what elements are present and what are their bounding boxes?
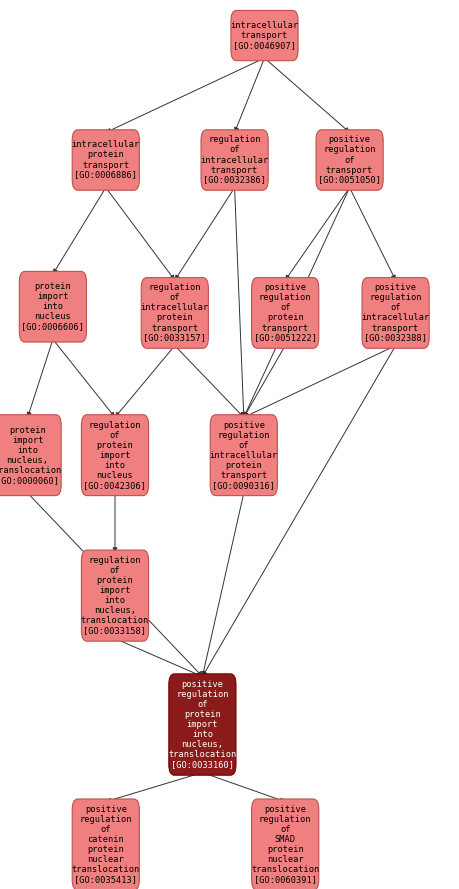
Text: protein
import
into
nucleus,
translocation
[GO:0000060]: protein import into nucleus, translocati… xyxy=(0,426,62,485)
Text: intracellular
protein
transport
[GO:0006886]: intracellular protein transport [GO:0006… xyxy=(72,140,140,180)
FancyBboxPatch shape xyxy=(315,130,382,190)
FancyBboxPatch shape xyxy=(361,277,428,348)
FancyBboxPatch shape xyxy=(81,550,148,641)
FancyBboxPatch shape xyxy=(201,130,268,190)
FancyBboxPatch shape xyxy=(210,414,277,495)
Text: positive
regulation
of
intracellular
protein
transport
[GO:0090316]: positive regulation of intracellular pro… xyxy=(209,420,277,490)
Text: regulation
of
intracellular
protein
transport
[GO:0033157]: regulation of intracellular protein tran… xyxy=(140,284,208,342)
Text: protein
import
into
nucleus
[GO:0006606]: protein import into nucleus [GO:0006606] xyxy=(22,282,84,332)
Text: positive
regulation
of
protein
import
into
nucleus,
translocation
[GO:0033160]: positive regulation of protein import in… xyxy=(168,680,236,769)
FancyBboxPatch shape xyxy=(230,11,297,60)
Text: intracellular
transport
[GO:0046907]: intracellular transport [GO:0046907] xyxy=(230,21,298,50)
Text: positive
regulation
of
intracellular
transport
[GO:0032388]: positive regulation of intracellular tra… xyxy=(361,284,429,342)
Text: regulation
of
protein
import
into
nucleus
[GO:0042306]: regulation of protein import into nucleu… xyxy=(84,420,146,490)
FancyBboxPatch shape xyxy=(81,414,148,495)
Text: positive
regulation
of
transport
[GO:0051050]: positive regulation of transport [GO:005… xyxy=(318,135,380,185)
FancyBboxPatch shape xyxy=(168,674,235,775)
Text: regulation
of
intracellular
transport
[GO:0032386]: regulation of intracellular transport [G… xyxy=(200,135,268,185)
FancyBboxPatch shape xyxy=(251,799,318,889)
FancyBboxPatch shape xyxy=(72,130,139,190)
Text: regulation
of
protein
import
into
nucleus,
translocation
[GO:0033158]: regulation of protein import into nucleu… xyxy=(81,556,149,636)
FancyBboxPatch shape xyxy=(19,271,86,342)
FancyBboxPatch shape xyxy=(251,277,318,348)
Text: positive
regulation
of
SMAD
protein
nuclear
translocation
[GO:0060391]: positive regulation of SMAD protein nucl… xyxy=(251,805,319,885)
Text: positive
regulation
of
protein
transport
[GO:0051222]: positive regulation of protein transport… xyxy=(253,284,316,342)
FancyBboxPatch shape xyxy=(72,799,139,889)
FancyBboxPatch shape xyxy=(0,414,61,495)
FancyBboxPatch shape xyxy=(141,277,208,348)
Text: positive
regulation
of
catenin
protein
nuclear
translocation
[GO:0035413]: positive regulation of catenin protein n… xyxy=(72,805,140,885)
